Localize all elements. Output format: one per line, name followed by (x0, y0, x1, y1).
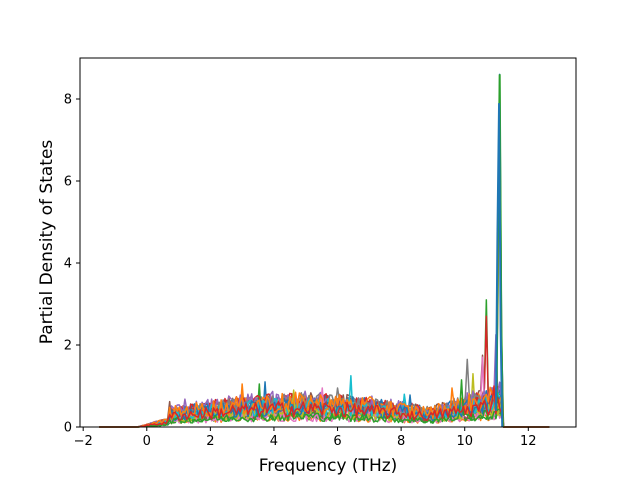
series-group (99, 73, 550, 428)
y-axis-ticks: 0 2 4 6 8 (64, 93, 80, 436)
y-tick-label: 0 (64, 421, 72, 436)
plot-area (79, 57, 577, 428)
y-axis-label: Partial Density of States (37, 140, 57, 345)
y-tick-label: 2 (64, 339, 72, 354)
x-axis-ticks: −2 0 2 4 6 8 10 12 (74, 427, 537, 449)
x-tick-label: 8 (397, 434, 405, 449)
x-tick-label: 4 (270, 434, 278, 449)
dos-series-line (99, 379, 550, 428)
x-tick-label: −2 (74, 434, 93, 449)
y-tick-label: 4 (64, 257, 72, 272)
x-tick-label: 12 (520, 434, 537, 449)
x-tick-label: 10 (456, 434, 473, 449)
x-tick-label: 6 (333, 434, 341, 449)
x-tick-label: 2 (206, 434, 214, 449)
x-axis-label: Frequency (THz) (259, 456, 398, 476)
y-tick-label: 6 (64, 175, 72, 190)
dos-series-line (99, 385, 550, 428)
x-tick-label: 0 (143, 434, 151, 449)
dos-peak-line (494, 103, 504, 428)
y-tick-label: 8 (64, 93, 72, 108)
axes-frame (79, 57, 577, 428)
